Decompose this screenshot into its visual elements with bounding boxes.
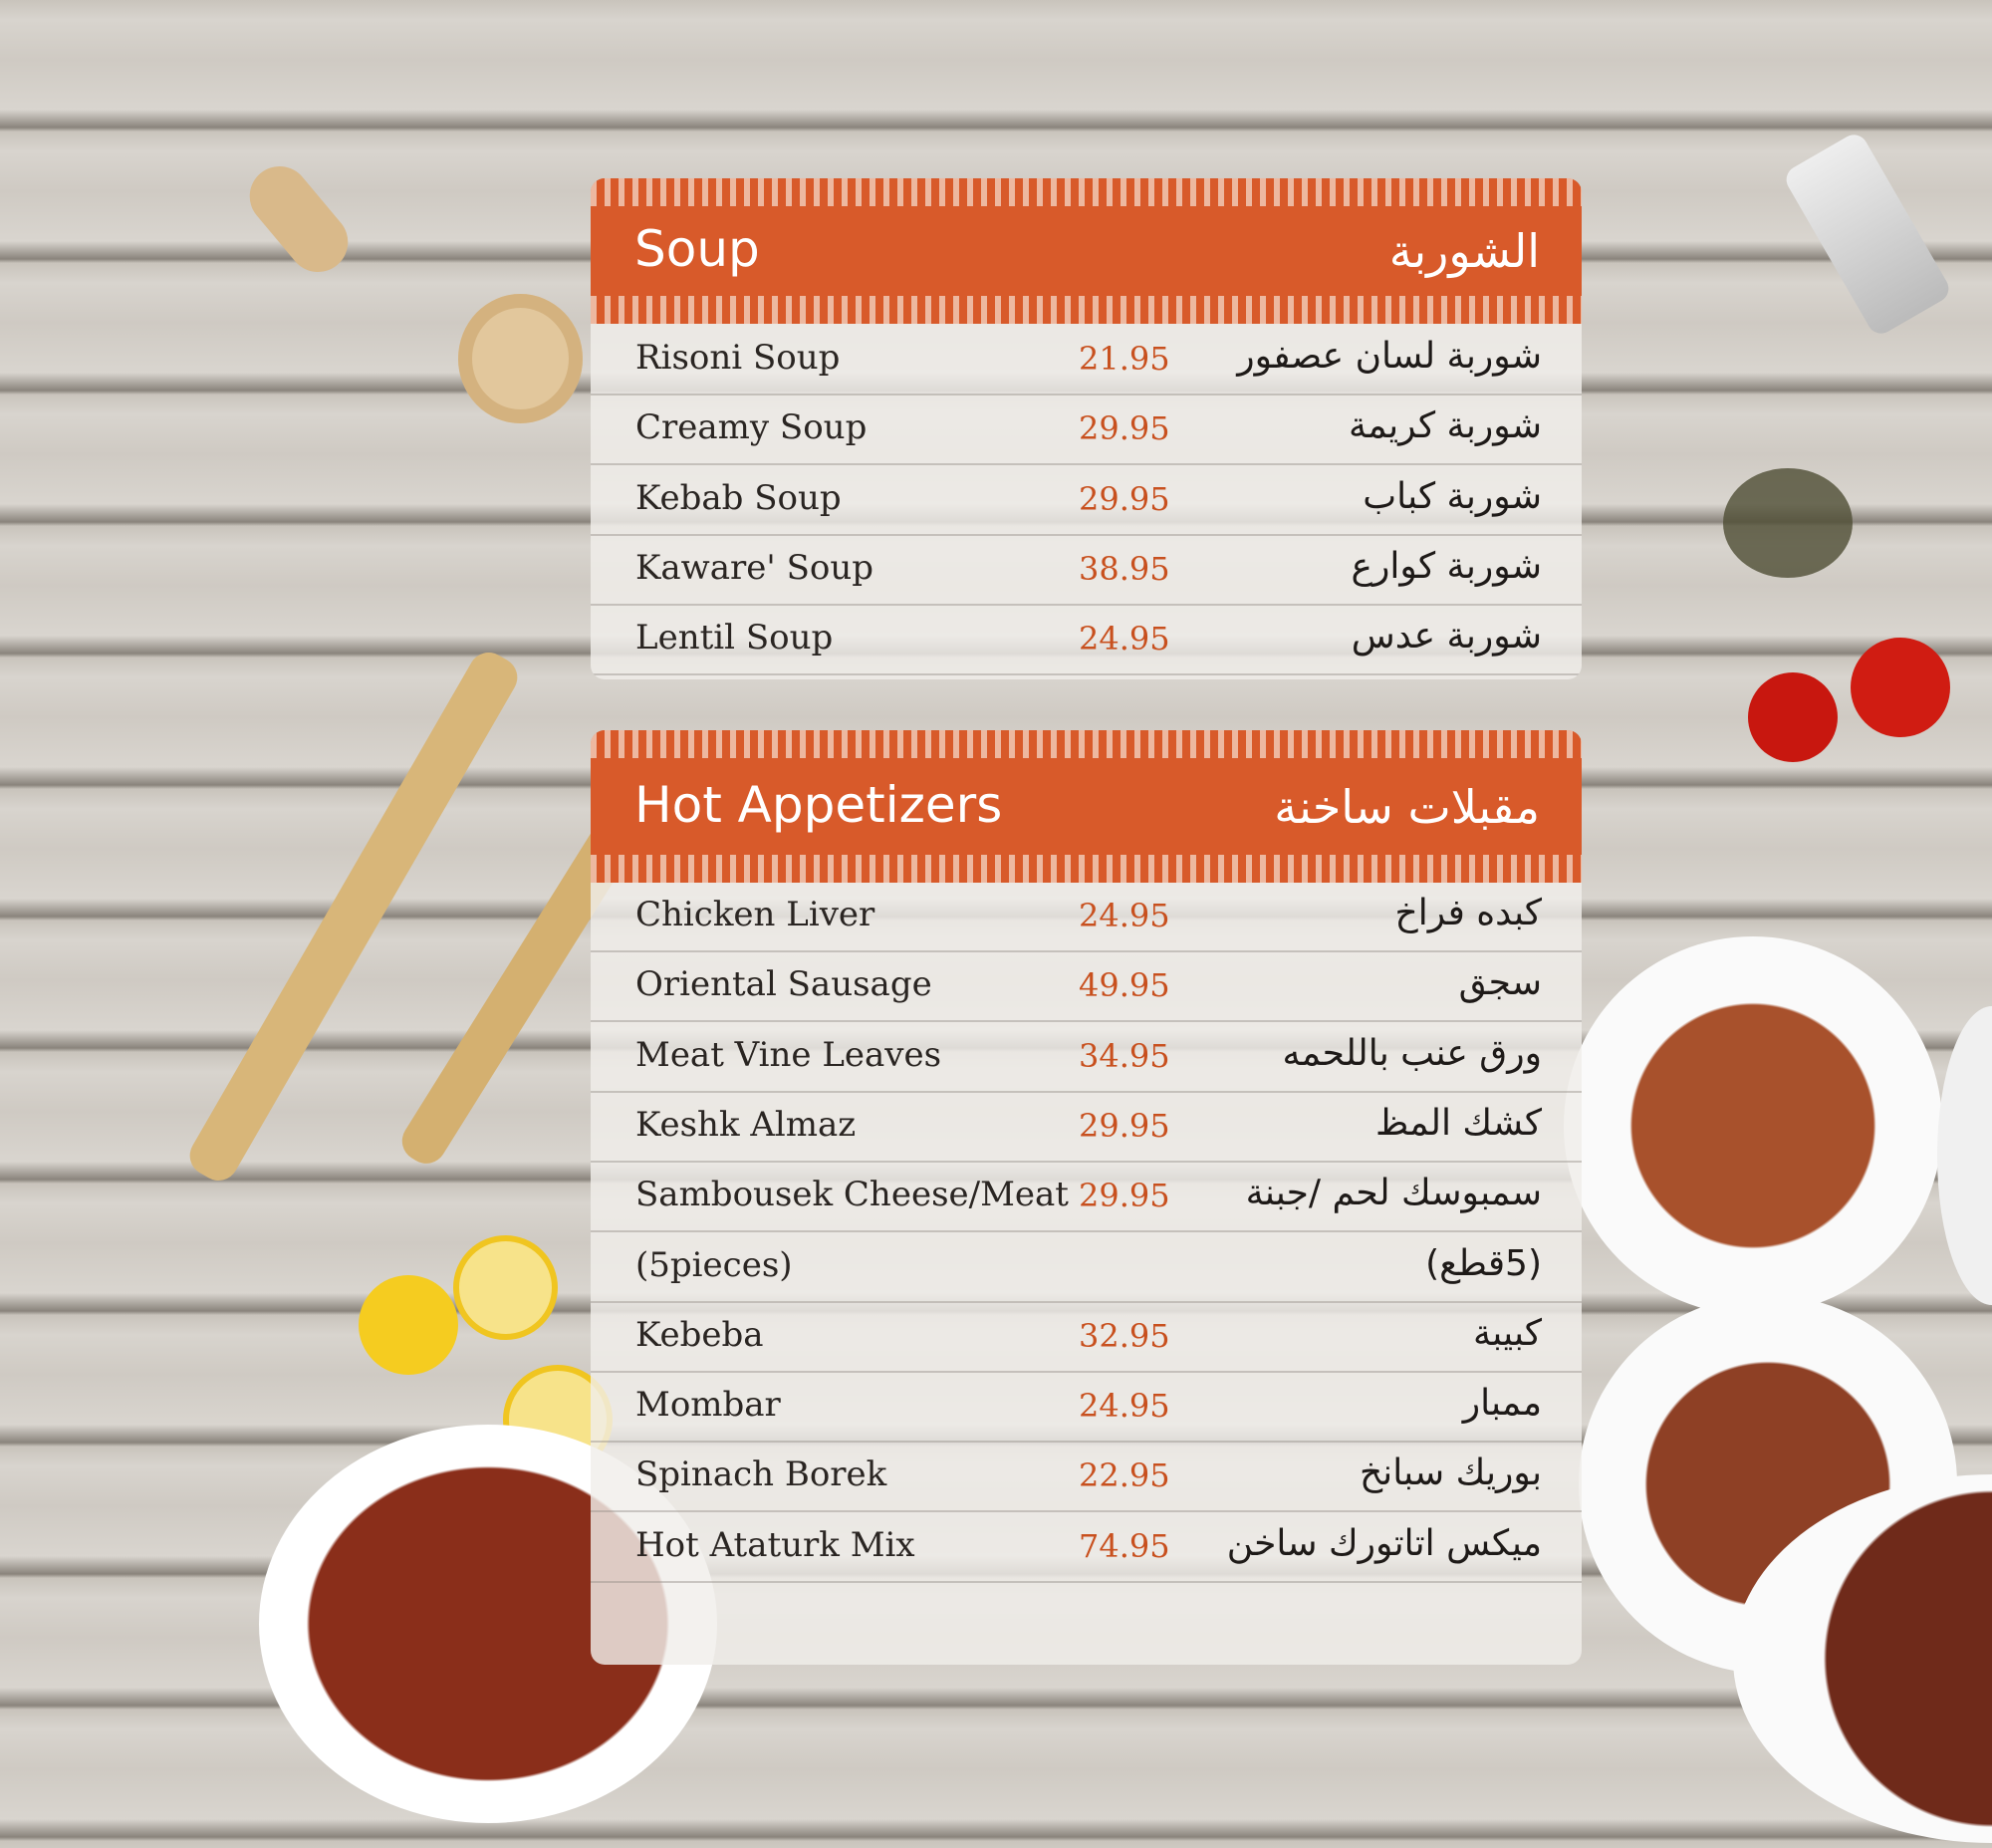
menu-item-row: Kebab Soup 29.95 شوربة كباب xyxy=(591,466,1582,536)
item-name-en: Kebeba xyxy=(635,1314,764,1355)
hot-appetizers-section: Hot Appetizers مقبلات ساخنة Chicken Live… xyxy=(591,730,1582,1665)
item-name-en: Oriental Sausage xyxy=(635,964,932,1005)
menu-item-row: Creamy Soup 29.95 شوربة كريمة xyxy=(591,396,1582,466)
item-price: 29.95 xyxy=(1079,479,1170,518)
item-price: 29.95 xyxy=(1079,1106,1170,1145)
lemon-image xyxy=(453,1235,558,1340)
item-name-en: Risoni Soup xyxy=(635,338,841,378)
menu-item-row: Sambousek Cheese/Meat 29.95 سمبوسك لحم /جب… xyxy=(591,1163,1582,1233)
kibbeh-dish-image xyxy=(1564,936,1942,1315)
item-name-ar: (5قطع) xyxy=(1425,1242,1542,1284)
item-name-ar: ممبار xyxy=(1462,1383,1542,1425)
item-name-en: Meat Vine Leaves xyxy=(635,1034,942,1075)
item-price: 24.95 xyxy=(1079,1387,1170,1426)
tomato-image xyxy=(1851,638,1950,737)
item-price: 74.95 xyxy=(1079,1526,1170,1565)
header-pattern xyxy=(591,178,1582,206)
item-name-en: Spinach Borek xyxy=(635,1454,887,1495)
item-price: 29.95 xyxy=(1079,409,1170,448)
item-name-en: Sambousek Cheese/Meat xyxy=(635,1175,1069,1215)
item-name-en: Keshk Almaz xyxy=(635,1104,857,1145)
item-name-ar: سمبوسك لحم /جبنة xyxy=(1245,1173,1542,1214)
item-name-ar: سجق xyxy=(1458,962,1542,1004)
item-price: 22.95 xyxy=(1079,1456,1170,1495)
wooden-scoop-image xyxy=(237,153,361,285)
peppercorn-scoop-image xyxy=(458,294,583,423)
menu-item-row: (5pieces) (5قطع) xyxy=(591,1233,1582,1303)
header-pattern xyxy=(591,855,1582,883)
item-name-ar: شوربة عدس xyxy=(1351,616,1542,658)
sambousek-dish-image xyxy=(1937,1006,1992,1305)
menu-item-row: Kaware' Soup 38.95 شوربة كوارع xyxy=(591,536,1582,606)
item-name-en: Chicken Liver xyxy=(635,895,875,934)
item-price: 29.95 xyxy=(1079,1177,1170,1215)
item-name-en: (5pieces) xyxy=(635,1244,793,1285)
item-name-ar: بوريك سبانخ xyxy=(1359,1452,1542,1494)
hot-appetizers-header: Hot Appetizers مقبلات ساخنة xyxy=(591,730,1582,883)
salt-shaker-image xyxy=(1781,130,1954,339)
menu-item-row: Oriental Sausage 49.95 سجق xyxy=(591,952,1582,1023)
menu-item-row: Mombar 24.95 ممبار xyxy=(591,1373,1582,1444)
menu-item-row: Hot Ataturk Mix 74.95 ميكس اتاتورك ساخن xyxy=(591,1513,1582,1583)
item-name-en: Kaware' Soup xyxy=(635,547,873,588)
item-name-ar: شوربة كريمة xyxy=(1348,405,1542,447)
menu-item-row: Spinach Borek 22.95 بوريك سبانخ xyxy=(591,1443,1582,1513)
item-price: 34.95 xyxy=(1079,1036,1170,1075)
item-name-en: Mombar xyxy=(635,1385,781,1426)
item-name-ar: كبده فراخ xyxy=(1394,893,1542,933)
menu-item-row: Risoni Soup 21.95 شوربة لسان عصفور xyxy=(591,326,1582,396)
header-pattern xyxy=(591,296,1582,324)
item-name-ar: شوربة كباب xyxy=(1363,475,1542,517)
soup-header: Soup الشوربة xyxy=(591,178,1582,324)
item-price: 24.95 xyxy=(1079,897,1170,934)
section-title-en: Soup xyxy=(634,220,760,278)
menu-item-row: Keshk Almaz 29.95 كشك المظ xyxy=(591,1093,1582,1163)
item-name-ar: كبيبة xyxy=(1472,1312,1542,1354)
item-name-en: Hot Ataturk Mix xyxy=(635,1524,915,1565)
section-title-en: Hot Appetizers xyxy=(634,776,1003,834)
lemon-image xyxy=(359,1275,458,1375)
item-name-ar: شوربة كوارع xyxy=(1351,545,1542,587)
herbs-image xyxy=(1723,468,1853,578)
header-pattern xyxy=(591,730,1582,758)
menu-item-row: Lentil Soup 24.95 شوربة عدس xyxy=(591,606,1582,676)
item-name-ar: كشك المظ xyxy=(1375,1102,1542,1144)
item-name-en: Kebab Soup xyxy=(635,477,842,518)
item-price: 24.95 xyxy=(1079,620,1170,659)
item-name-ar: ميكس اتاتورك ساخن xyxy=(1226,1522,1542,1564)
item-price: 32.95 xyxy=(1079,1316,1170,1355)
item-name-en: Lentil Soup xyxy=(635,618,834,659)
item-name-ar: ورق عنب باللحمه xyxy=(1282,1032,1542,1074)
item-price: 21.95 xyxy=(1079,340,1170,378)
spatula-image xyxy=(182,645,525,1188)
item-name-ar: شوربة لسان عصفور xyxy=(1237,336,1542,377)
item-price: 38.95 xyxy=(1079,549,1170,588)
item-price: 49.95 xyxy=(1079,966,1170,1005)
menu-item-row: Meat Vine Leaves 34.95 ورق عنب باللحمه xyxy=(591,1023,1582,1093)
menu-item-row: Kebeba 32.95 كبيبة xyxy=(591,1303,1582,1373)
section-title-ar: مقبلات ساخنة xyxy=(1274,780,1540,834)
item-name-en: Creamy Soup xyxy=(635,407,868,448)
section-title-ar: الشوربة xyxy=(1388,224,1540,278)
menu-item-row: Chicken Liver 24.95 كبده فراخ xyxy=(591,883,1582,952)
tomato-image xyxy=(1748,672,1838,762)
soup-section: Soup الشوربة Risoni Soup 21.95 شوربة لسان … xyxy=(591,178,1582,679)
